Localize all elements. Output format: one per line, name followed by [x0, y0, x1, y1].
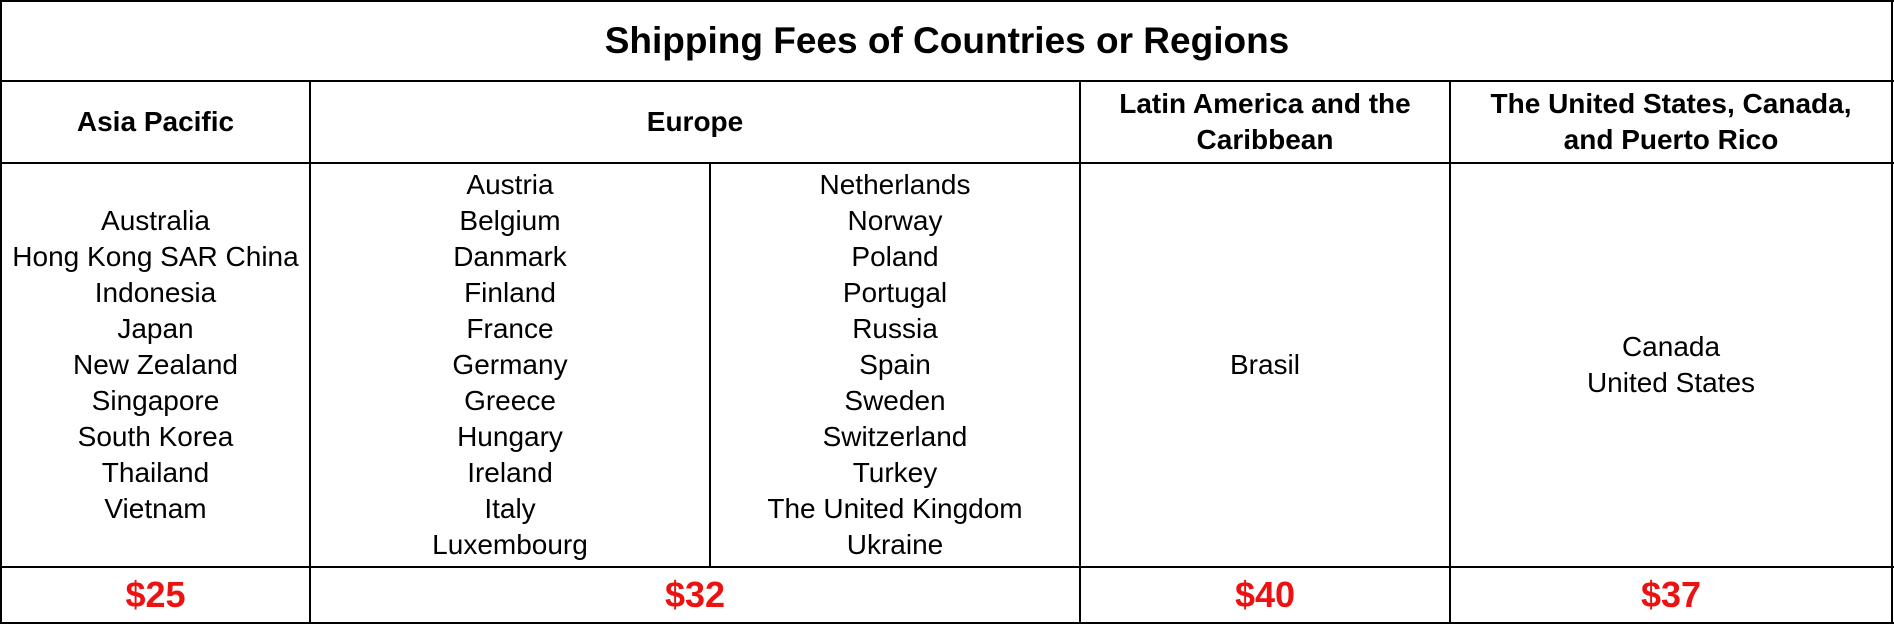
country-item: Brasil [1229, 349, 1300, 380]
country-item: Vietnam [104, 493, 207, 524]
header-europe: Europe [646, 106, 744, 137]
country-item: Finland [464, 277, 556, 308]
fee-asia-pacific: $25 [125, 574, 186, 615]
country-item: Austria [466, 169, 554, 200]
country-item: Greece [464, 385, 556, 416]
europe-country-list-1: Austria Belgium Danmark Finland France G… [311, 164, 709, 566]
header-latin-america-line1: Latin America and the [1119, 88, 1411, 119]
country-item: Sweden [844, 385, 946, 416]
table-border-top [0, 0, 1894, 2]
table-border-right [1891, 0, 1893, 624]
europe-col-divider [709, 162, 711, 624]
header-latin-america-line2: Caribbean [1196, 124, 1334, 155]
country-item: Spain [859, 349, 931, 380]
table-border-bottom [0, 622, 1894, 624]
country-item: Hong Kong SAR China [12, 241, 299, 272]
country-item: Indonesia [94, 277, 217, 308]
fee-north-america: $37 [1640, 574, 1702, 615]
country-item: Danmark [453, 241, 567, 272]
country-item: Luxembourg [432, 529, 588, 560]
header-divider [0, 162, 1894, 164]
country-item: Germany [452, 349, 568, 380]
col-divider-2 [1079, 80, 1081, 624]
title-divider [0, 80, 1894, 82]
fee-divider [0, 566, 1894, 568]
europe-country-list-2: Netherlands Norway Poland Portugal Russi… [711, 164, 1079, 566]
header-asia-pacific: Asia Pacific [76, 106, 235, 137]
country-item: New Zealand [73, 349, 238, 380]
country-item: Canada [1621, 331, 1721, 362]
header-north-america-line2: and Puerto Rico [1563, 124, 1779, 155]
country-item: Ireland [467, 457, 553, 488]
country-item: Belgium [459, 205, 561, 236]
header-latin-america: Latin America and the Caribbean [1081, 82, 1449, 162]
country-item: Netherlands [819, 169, 971, 200]
country-item: France [466, 313, 554, 344]
country-item: Portugal [842, 277, 948, 308]
country-item: Italy [484, 493, 536, 524]
country-item: The United Kingdom [767, 493, 1023, 524]
header-north-america: The United States, Canada, and Puerto Ri… [1451, 82, 1891, 162]
table-title: Shipping Fees of Countries or Regions [604, 20, 1290, 61]
country-item: Ukraine [846, 529, 944, 560]
header-north-america-line1: The United States, Canada, [1490, 88, 1852, 119]
country-item: Hungary [457, 421, 563, 452]
latin-america-country-list: Brasil [1081, 164, 1449, 566]
country-item: Turkey [852, 457, 938, 488]
country-item: Russia [852, 313, 938, 344]
fee-europe: $32 [311, 568, 1079, 622]
country-item: South Korea [77, 421, 234, 452]
country-item: Australia [101, 205, 210, 236]
country-item: United States [1586, 367, 1756, 398]
fee-latin-america: $40 [1234, 574, 1296, 615]
country-item: Norway [847, 205, 943, 236]
country-item: Poland [851, 241, 939, 272]
country-item: Singapore [91, 385, 220, 416]
asia-pacific-country-list: Australia Hong Kong SAR China Indonesia … [0, 164, 311, 566]
table-border-left [0, 0, 2, 624]
col-divider-1 [309, 80, 311, 624]
country-item: Japan [117, 313, 194, 344]
north-america-country-list: Canada United States [1451, 164, 1891, 566]
country-item: Switzerland [822, 421, 968, 452]
country-item: Thailand [101, 457, 210, 488]
col-divider-3 [1449, 80, 1451, 624]
